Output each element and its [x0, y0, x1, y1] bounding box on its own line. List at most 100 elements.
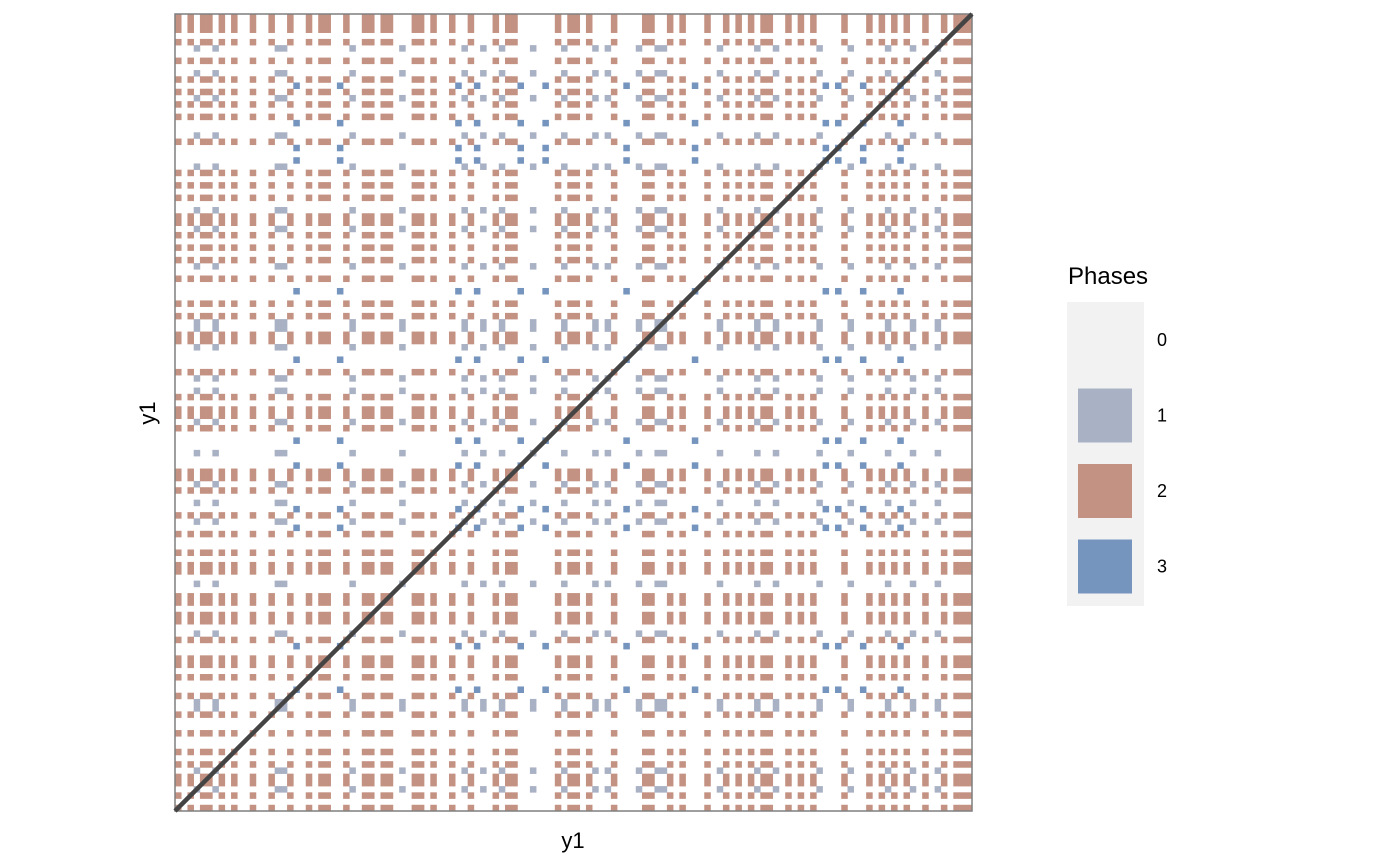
heatmap-cell	[810, 617, 817, 625]
heatmap-cell	[735, 256, 742, 264]
heatmap-cell	[810, 611, 817, 619]
heatmap-cell	[498, 698, 506, 706]
heatmap-cell	[604, 449, 612, 457]
heatmap-cell	[648, 393, 655, 401]
heatmap-cell	[610, 593, 618, 600]
heatmap-cell	[399, 698, 406, 706]
heatmap-cell	[492, 182, 500, 189]
heatmap-cell	[654, 132, 661, 139]
heatmap-cell	[187, 512, 194, 519]
heatmap-cell	[878, 300, 886, 307]
heatmap-cell	[498, 263, 506, 270]
heatmap-cell	[666, 611, 674, 619]
heatmap-cell	[554, 773, 562, 781]
heatmap-cell	[760, 692, 767, 700]
heatmap-cell	[380, 219, 388, 227]
heatmap-cell	[878, 406, 886, 413]
heatmap-cell	[635, 325, 643, 332]
heatmap-cell	[380, 487, 388, 494]
heatmap-cell	[847, 94, 854, 102]
heatmap-cell	[187, 406, 194, 413]
heatmap-cell	[206, 368, 213, 376]
heatmap-cell	[554, 26, 562, 33]
heatmap-cell	[199, 57, 207, 65]
heatmap-cell	[293, 524, 300, 532]
heatmap-cell	[193, 767, 201, 774]
heatmap-cell	[735, 169, 742, 177]
heatmap-cell	[722, 655, 730, 662]
heatmap-cell	[430, 773, 437, 781]
heatmap-cell	[517, 642, 524, 650]
heatmap-cell	[754, 344, 761, 351]
heatmap-cell	[573, 256, 581, 264]
heatmap-cell	[268, 804, 275, 812]
heatmap-cell	[641, 412, 649, 420]
heatmap-cell	[430, 26, 437, 33]
heatmap-cell	[641, 138, 649, 146]
heatmap-cell	[187, 674, 194, 681]
heatmap-cell	[343, 182, 350, 189]
heatmap-cell	[554, 761, 562, 768]
heatmap-cell	[666, 487, 674, 494]
heatmap-cell	[891, 512, 898, 519]
heatmap-cell	[399, 630, 406, 637]
heatmap-cell	[866, 779, 873, 787]
heatmap-cell	[648, 593, 655, 600]
heatmap-cell	[361, 194, 369, 202]
heatmap-cell	[187, 424, 194, 432]
heatmap-cell	[554, 113, 562, 121]
heatmap-cell	[610, 424, 618, 432]
heatmap-cell	[511, 711, 518, 718]
heatmap-cell	[448, 599, 456, 606]
heatmap-cell	[567, 231, 574, 239]
heatmap-cell	[199, 256, 207, 264]
heatmap-cell	[641, 599, 649, 606]
heatmap-cell	[641, 194, 649, 202]
heatmap-cell	[810, 88, 817, 96]
heatmap-cell	[511, 617, 518, 625]
heatmap-cell	[785, 337, 792, 345]
heatmap-cell	[461, 375, 468, 382]
heatmap-cell	[368, 393, 375, 401]
heatmap-cell	[212, 132, 219, 139]
heatmap-cell	[722, 300, 730, 307]
heatmap-cell	[268, 101, 275, 108]
heatmap-cell	[467, 593, 475, 600]
heatmap-cell	[430, 611, 437, 619]
heatmap-cell	[175, 512, 182, 519]
heatmap-cell	[940, 14, 948, 21]
heatmap-cell	[691, 524, 699, 532]
heatmap-cell	[810, 636, 817, 644]
heatmap-cell	[735, 424, 742, 432]
heatmap-cell	[810, 661, 817, 669]
heatmap-cell	[249, 113, 257, 121]
heatmap-cell	[206, 549, 213, 557]
heatmap-cell	[187, 474, 194, 482]
heatmap-cell	[461, 263, 468, 270]
heatmap-cell	[585, 219, 593, 227]
heatmap-cell	[386, 599, 394, 606]
heatmap-cell	[561, 325, 568, 332]
heatmap-cell	[573, 244, 581, 251]
heatmap-cell	[866, 393, 873, 401]
heatmap-cell	[511, 661, 518, 669]
heatmap-cell	[361, 661, 369, 669]
heatmap-cell	[922, 487, 929, 494]
heatmap-cell	[922, 76, 929, 83]
heatmap-cell	[797, 38, 805, 46]
heatmap-cell	[274, 45, 282, 52]
heatmap-cell	[368, 368, 375, 376]
heatmap-cell	[735, 792, 742, 799]
heatmap-cell	[934, 225, 942, 233]
heatmap-cell	[231, 468, 238, 476]
heatmap-cell	[959, 244, 967, 251]
heatmap-cell	[704, 138, 711, 146]
heatmap-cell	[797, 26, 805, 33]
heatmap-cell	[903, 275, 911, 283]
heatmap-cell	[884, 630, 892, 637]
heatmap-cell	[747, 474, 755, 482]
heatmap-cell	[505, 617, 512, 625]
heatmap-cell	[666, 530, 674, 538]
heatmap-cell	[822, 437, 830, 444]
heatmap-cell	[903, 331, 911, 339]
